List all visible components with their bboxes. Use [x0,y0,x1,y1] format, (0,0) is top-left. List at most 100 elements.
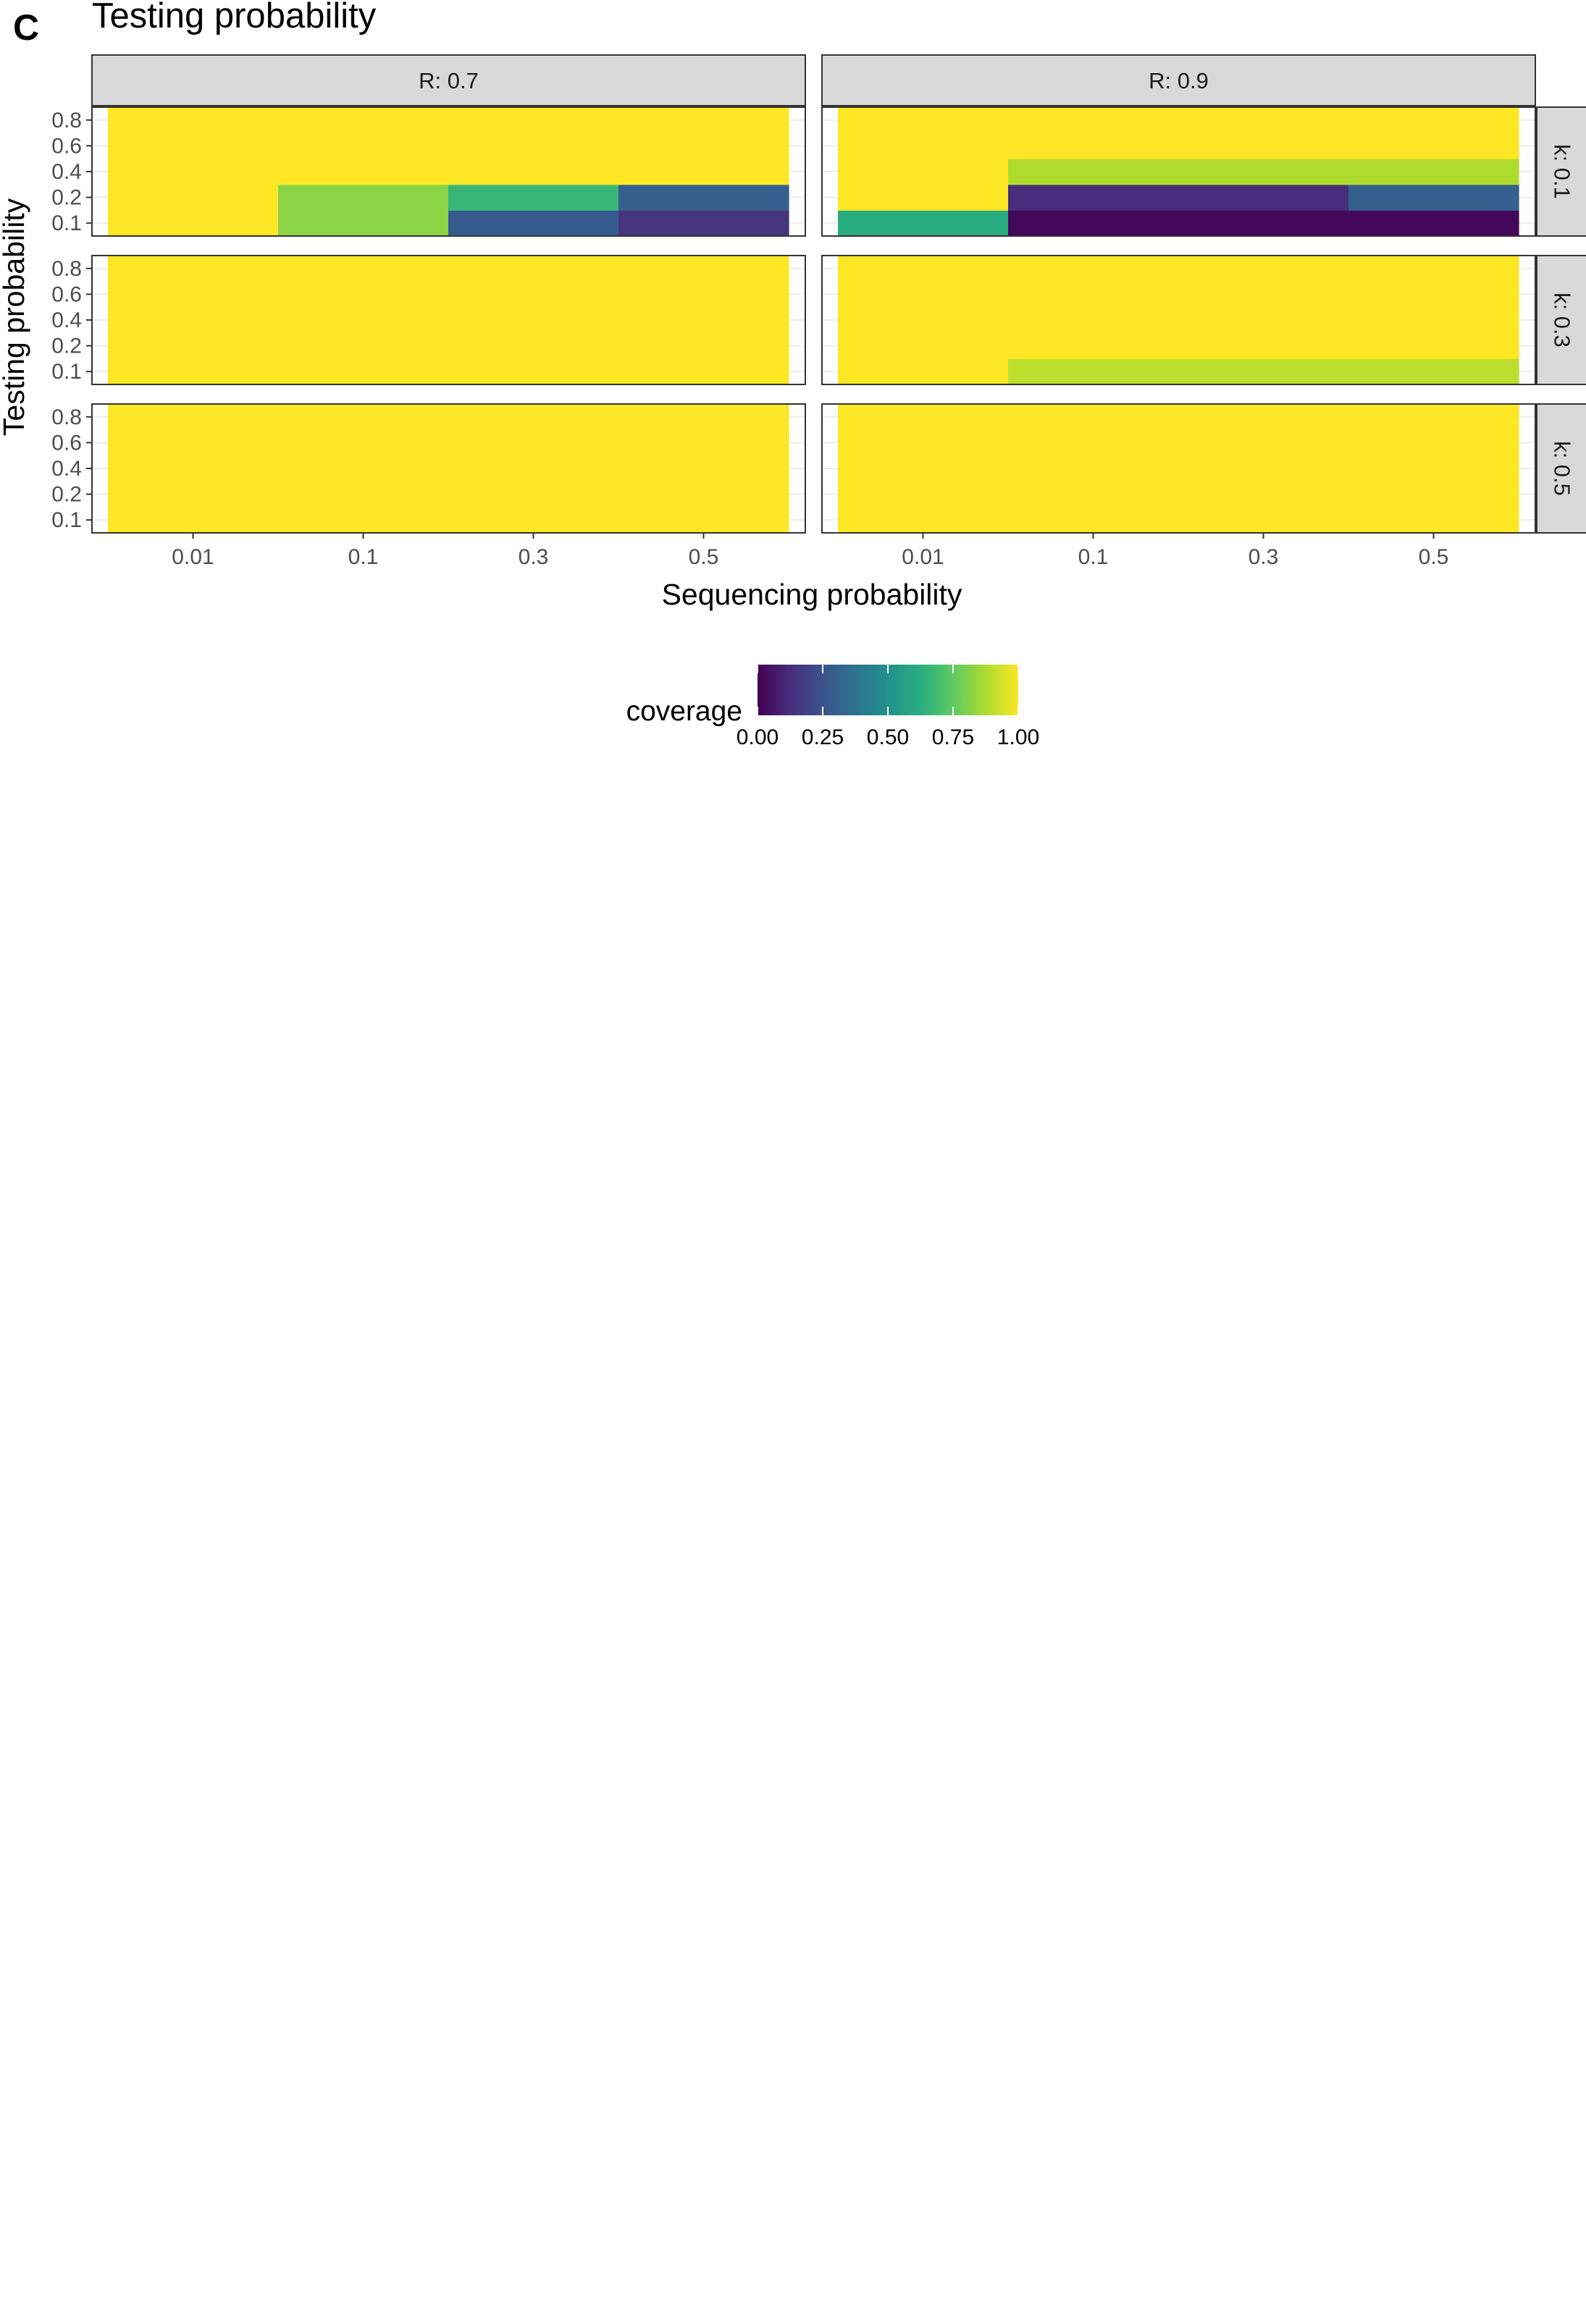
heatmap-tile [108,404,279,431]
heatmap-tile [448,455,619,482]
heatmap-tile [618,429,789,456]
row-strip: k: 0.1 [1536,106,1586,237]
heatmap-tile [1008,281,1179,308]
heatmap-tile [108,184,279,211]
heatmap-tile [278,332,449,359]
row-strip: k: 0.3 [1536,255,1586,385]
y-tick-label: 0.2 [51,186,82,210]
heatmap-tile [1008,429,1179,456]
heatmap-tile [278,404,449,431]
heatmap-tile [838,307,1009,334]
legend-tick-label: 0.00 [737,725,779,749]
heatmap-tile [1348,256,1519,282]
heatmap-tile [448,507,619,534]
heatmap-tile [838,358,1009,385]
heatmap-tile [1008,132,1179,159]
heatmap-tile [618,281,789,308]
heatmap-tile [108,429,279,456]
heatmap-tile [1008,455,1179,482]
y-tick-label: 0.1 [51,211,82,235]
heatmap-tile [278,256,449,282]
heatmap-tile [108,481,279,508]
y-tick-label: 0.6 [51,282,82,306]
heatmap-tile [1348,404,1519,431]
heatmap-tile [448,404,619,431]
heatmap-tile [1178,256,1349,282]
legend-tick-label: 0.50 [867,725,909,749]
chart-title: Testing probability [92,0,377,35]
legend-tick-label: 0.25 [802,725,844,749]
heatmap-tile [838,256,1009,282]
heatmap-tile [1178,107,1349,134]
y-tick-label: 0.8 [51,405,82,429]
heatmap-tile [618,307,789,334]
heatmap-tile [1348,429,1519,456]
heatmap-tile [1348,184,1519,211]
column-strip-bg [821,54,1536,106]
heatmap-tile [108,107,279,134]
heatmap-tile [448,332,619,359]
heatmap-tile [278,184,449,211]
heatmap-tile [278,281,449,308]
heatmap-tile [448,256,619,282]
heatmap-tile [1178,358,1349,385]
heatmap-tile [1178,332,1349,359]
row-strip-bg [1536,106,1586,237]
heatmap-tile [1178,481,1349,508]
y-tick-label: 0.8 [51,257,82,281]
heatmap-tile [448,107,619,134]
heatmap-tile [1178,159,1349,185]
heatmap-tile [448,210,619,237]
heatmap-tile [1348,107,1519,134]
heatmap-tile [278,159,449,185]
heatmap-tile [838,455,1009,482]
heatmap-tile [1008,404,1179,431]
heatmap-tile [838,404,1009,431]
heatmap-tile [1008,210,1179,237]
heatmap-tile [1008,507,1179,534]
heatmap-tile [108,507,279,534]
y-tick-label: 0.2 [51,334,82,358]
column-strip-bg [91,54,806,106]
row-strip-bg [1536,403,1586,534]
x-tick-label: 0.01 [902,545,944,569]
heatmap-tile [838,507,1009,534]
row-strip-label: k: 0.5 [1550,441,1575,496]
heatmap-tile [838,159,1009,185]
x-tick-label: 0.3 [1249,545,1279,569]
x-tick-label: 0.01 [172,545,214,569]
row-strip-label: k: 0.3 [1550,292,1575,348]
heatmap-tile [278,132,449,159]
heatmap-tile [1348,332,1519,359]
legend-tick-label: 0.75 [932,725,974,749]
heatmap-tile [838,481,1009,508]
heatmap-tile [108,256,279,282]
row-strip-label: k: 0.1 [1550,144,1575,199]
heatmap-tile [838,332,1009,359]
heatmap-tile [618,132,789,159]
legend-ticks: 0.00 0.25 0.50 0.75 1.00 [737,665,1039,749]
y-tick-label: 0.4 [51,160,82,184]
heatmap-tile [838,210,1009,237]
panel-border [821,255,1536,385]
heatmap-tile [838,107,1009,134]
heatmap-tile [448,429,619,456]
heatmap-tile [278,507,449,534]
x-tick-label: 0.1 [348,545,379,569]
heatmap-tile [448,184,619,211]
heatmap-tile [108,159,279,185]
row-strip-bg [1536,255,1586,385]
heatmap-tile [1178,429,1349,456]
heatmap-tile [1008,358,1179,385]
heatmap-tile [448,358,619,385]
heatmap-tile [838,132,1009,159]
y-tick-label: 0.6 [51,431,82,455]
heatmap-tile [1348,132,1519,159]
y-tick-label: 0.1 [51,508,82,532]
x-tick-label: 0.1 [1078,545,1109,569]
heatmap-tile [1008,159,1179,185]
heatmap-tile [618,507,789,534]
heatmap-tile [1008,256,1179,282]
heatmap-tile [448,281,619,308]
heatmap-tile [1178,455,1349,482]
